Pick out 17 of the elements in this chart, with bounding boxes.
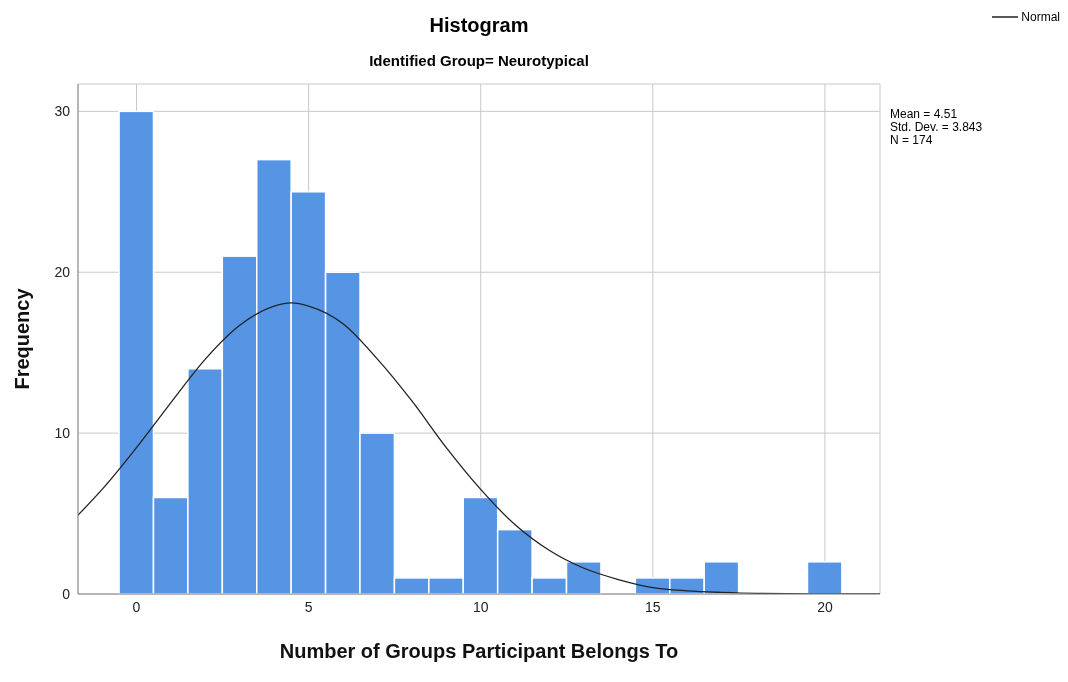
chart-title: Histogram bbox=[428, 14, 530, 37]
x-tick-label: 0 bbox=[132, 598, 141, 615]
text: N = 174 bbox=[890, 133, 934, 147]
chart-subtitle: Identified Group= Neurotypical bbox=[368, 52, 590, 69]
y-tick-label: 20 bbox=[54, 264, 71, 281]
x-tick-label: 5 bbox=[304, 598, 313, 615]
legend-label: Normal bbox=[1020, 10, 1060, 24]
x-tick-label: 10 bbox=[472, 598, 489, 615]
y-tick-label: 30 bbox=[54, 103, 71, 120]
x-tick-label: 15 bbox=[645, 598, 661, 615]
text: Mean = 4.51 bbox=[890, 107, 959, 121]
x-tick-label: 20 bbox=[817, 598, 833, 615]
y-axis-title: Frequency bbox=[11, 287, 34, 390]
x-axis-title: Number of Groups Participant Belongs To bbox=[279, 640, 679, 662]
y-tick-label: 10 bbox=[54, 425, 71, 442]
y-tick-label: 0 bbox=[62, 585, 71, 602]
text: Std. Dev. = 3.843 bbox=[890, 120, 983, 134]
